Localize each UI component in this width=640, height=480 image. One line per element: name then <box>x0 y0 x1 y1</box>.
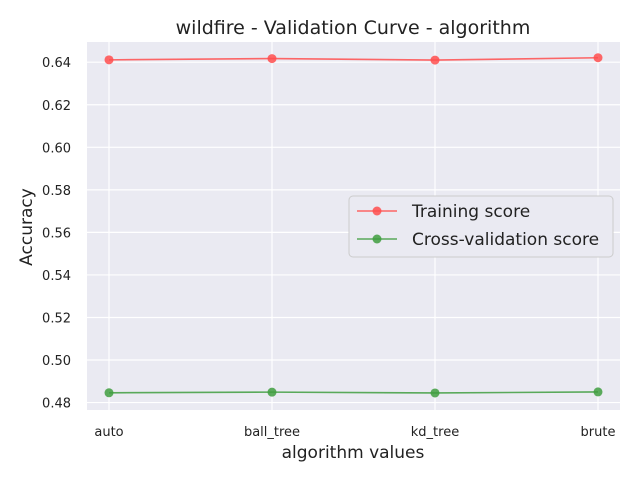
y-tick-label: 0.50 <box>42 354 71 369</box>
data-point-training <box>104 55 114 65</box>
y-tick-label: 0.60 <box>42 141 71 156</box>
data-point-cross-validation <box>593 387 603 397</box>
x-axis-label: algorithm values <box>282 443 425 463</box>
y-tick-label: 0.56 <box>42 226 71 241</box>
legend-label-training: Training score <box>411 202 530 222</box>
data-point-cross-validation <box>104 388 114 398</box>
legend: Training score Cross-validation score <box>348 195 614 258</box>
legend-box <box>348 195 614 258</box>
data-point-cross-validation <box>430 388 440 398</box>
legend-label-cross-validation: Cross-validation score <box>412 230 599 250</box>
y-tick-label: 0.54 <box>42 269 71 284</box>
series-line-cross-validation <box>108 391 599 394</box>
grid-lines <box>87 42 620 410</box>
tick-labels: 0.48 0.50 0.52 0.54 0.56 0.58 0.60 0.62 0.64 auto… <box>42 56 615 440</box>
x-tick-label: kd_tree <box>411 425 459 440</box>
y-tick-label: 0.48 <box>42 397 71 412</box>
data-point-cross-validation <box>267 387 277 397</box>
data-series <box>104 53 603 398</box>
y-tick-label: 0.52 <box>42 311 71 326</box>
data-point-training <box>430 55 440 65</box>
x-tick-label: ball_tree <box>244 425 300 440</box>
data-point-training <box>267 54 277 64</box>
chart-title: wildfire - Validation Curve - algorithm <box>176 17 531 39</box>
x-tick-label: brute <box>581 425 616 440</box>
x-tick-label: auto <box>94 425 123 440</box>
series-line-training <box>108 56 599 61</box>
y-axis-label: Accuracy <box>17 188 37 266</box>
y-tick-label: 0.58 <box>42 184 71 199</box>
legend-marker-cross-validation <box>372 234 382 244</box>
data-point-training <box>593 53 603 63</box>
legend-marker-training <box>372 206 382 216</box>
y-tick-label: 0.62 <box>42 99 71 114</box>
y-tick-label: 0.64 <box>42 56 71 71</box>
